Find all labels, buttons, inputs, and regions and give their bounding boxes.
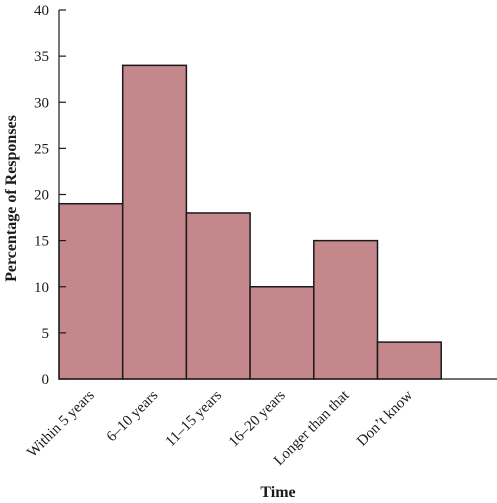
y-tick-label: 25 xyxy=(34,141,49,157)
x-axis-title: Time xyxy=(260,484,295,501)
x-tick-label: 16–20 years xyxy=(226,387,289,450)
y-axis-title: Percentage of Responses xyxy=(3,115,20,282)
y-ticks-group: 0 5 10 15 20 25 30 35 40 xyxy=(34,3,66,388)
bar-6 xyxy=(376,341,442,380)
bar-5 xyxy=(313,239,379,380)
y-tick-label: 10 xyxy=(34,280,49,296)
y-tick-label: 5 xyxy=(42,326,50,342)
bar-1 xyxy=(58,202,124,380)
y-tick-label: 35 xyxy=(34,49,49,65)
y-tick-label: 40 xyxy=(34,3,49,19)
x-tick-label: 11–15 years xyxy=(163,387,226,450)
x-tick-label: Within 5 years xyxy=(24,387,97,460)
x-tick-label: Don’t know xyxy=(354,387,416,449)
y-tick-label: 30 xyxy=(34,95,49,111)
y-tick-label: 0 xyxy=(42,372,50,388)
bar-2 xyxy=(121,64,188,380)
x-tick-label: 6–10 years xyxy=(104,387,162,445)
y-tick-label: 15 xyxy=(34,234,49,250)
y-tick-label: 20 xyxy=(34,188,49,204)
bar-3 xyxy=(185,212,251,380)
x-ticks-group: Within 5 years 6–10 years 11–15 years 16–20… xyxy=(24,387,416,469)
bars-group xyxy=(58,64,442,380)
bar-4 xyxy=(249,286,315,380)
